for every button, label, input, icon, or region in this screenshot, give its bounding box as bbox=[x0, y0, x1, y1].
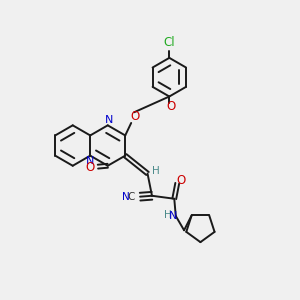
Text: N: N bbox=[169, 211, 178, 221]
Text: N: N bbox=[122, 192, 130, 202]
Text: O: O bbox=[176, 174, 186, 188]
Text: H: H bbox=[152, 166, 160, 176]
Text: O: O bbox=[166, 100, 176, 113]
Text: N: N bbox=[105, 115, 113, 125]
Text: C: C bbox=[128, 192, 135, 202]
Text: O: O bbox=[130, 110, 140, 123]
Text: O: O bbox=[85, 161, 94, 174]
Text: H: H bbox=[164, 210, 172, 220]
Text: Cl: Cl bbox=[164, 37, 175, 50]
Text: N: N bbox=[86, 156, 94, 166]
